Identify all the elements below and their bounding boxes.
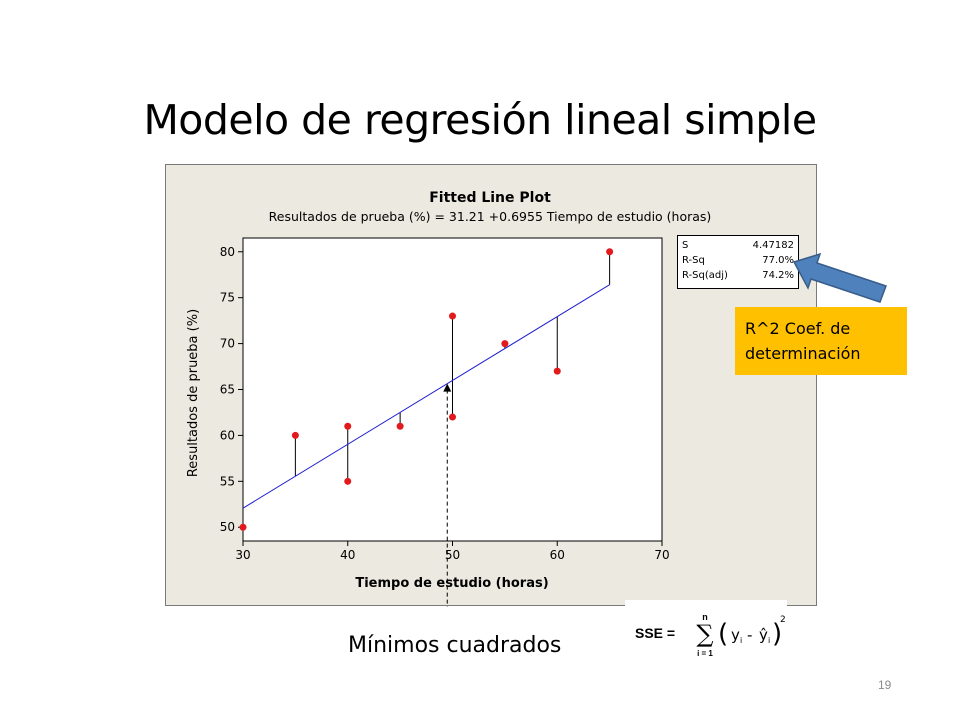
- fitted-line-plot: Fitted Line Plot Resultados de prueba (%…: [165, 164, 817, 607]
- stat-row-rsq: R-Sq 77.0%: [682, 253, 794, 268]
- x-tick-label: 40: [340, 548, 355, 562]
- formula-body: i: [768, 636, 770, 645]
- y-tick-label: 75: [220, 291, 235, 305]
- data-point: [553, 367, 561, 375]
- least-squares-label: Mínimos cuadrados: [348, 633, 562, 658]
- page-number: 19: [878, 678, 892, 692]
- summation-icon: ∑: [696, 620, 713, 648]
- y-tick-label: 60: [220, 428, 235, 442]
- formula-body: 2: [780, 615, 786, 625]
- y-tick-label: 80: [220, 245, 235, 259]
- sse-lhs: SSE =: [635, 625, 675, 641]
- data-point: [449, 312, 456, 320]
- stat-label: S: [682, 240, 689, 251]
- chart-title: Fitted Line Plot: [429, 190, 551, 206]
- y-tick-label: 65: [220, 383, 235, 397]
- data-point: [449, 413, 456, 421]
- formula-body: (: [718, 619, 728, 649]
- stat-row-rsq-adj: R-Sq(adj) 74.2%: [682, 268, 794, 283]
- callout-line-1: R^2 Coef. de: [745, 319, 851, 338]
- callout-arrow-icon: [792, 252, 887, 303]
- y-tick-label: 50: [220, 520, 235, 534]
- sum-upper-limit: n: [702, 612, 708, 622]
- data-point: [344, 477, 352, 485]
- stat-label: R-Sq(adj): [682, 270, 728, 281]
- chart-subtitle: Resultados de prueba (%) = 31.21 +0.6955…: [269, 209, 712, 224]
- callout-line-2: determinación: [745, 344, 861, 363]
- data-point: [396, 422, 404, 430]
- stat-value: 4.47182: [752, 240, 794, 251]
- fitted-regression-line: [242, 284, 610, 509]
- data-point: [239, 523, 247, 531]
- r-squared-callout: R^2 Coef. de determinación: [735, 307, 907, 375]
- model-summary-box: S 4.47182 R-Sq 77.0% R-Sq(adj) 74.2%: [677, 235, 799, 289]
- x-tick-label: 70: [654, 548, 669, 562]
- x-tick-label: 50: [445, 548, 460, 562]
- formula-body: -: [747, 626, 752, 644]
- data-point: [501, 340, 509, 348]
- stat-value: 74.2%: [762, 270, 794, 281]
- slide-title: Modelo de regresión lineal simple: [143, 96, 817, 144]
- data-point: [291, 431, 299, 439]
- sse-formula: SSE = n ∑ i = 1 ( y i - ŷ i ) 2: [625, 600, 787, 662]
- y-tick-label: 55: [220, 474, 235, 488]
- data-point: [606, 248, 614, 256]
- formula-body: ŷ: [759, 626, 768, 644]
- x-tick-label: 60: [550, 548, 565, 562]
- formula-body: ): [772, 619, 782, 649]
- sum-lower-limit: i = 1: [697, 649, 713, 658]
- stat-row-s: S 4.47182: [682, 238, 794, 253]
- formula-body: i: [740, 636, 742, 645]
- stat-label: R-Sq: [682, 255, 705, 266]
- y-tick-label: 70: [220, 337, 235, 351]
- formula-body: y: [731, 626, 740, 644]
- stat-value: 77.0%: [762, 255, 794, 266]
- marker-arrow-icon: [443, 383, 452, 392]
- x-tick-label: 30: [235, 548, 250, 562]
- data-point: [344, 422, 352, 430]
- x-axis-label: Tiempo de estudio (horas): [355, 576, 548, 591]
- plot-canvas: Fitted Line Plot Resultados de prueba (%…: [186, 190, 712, 607]
- y-axis-label: Resultados de prueba (%): [186, 309, 201, 477]
